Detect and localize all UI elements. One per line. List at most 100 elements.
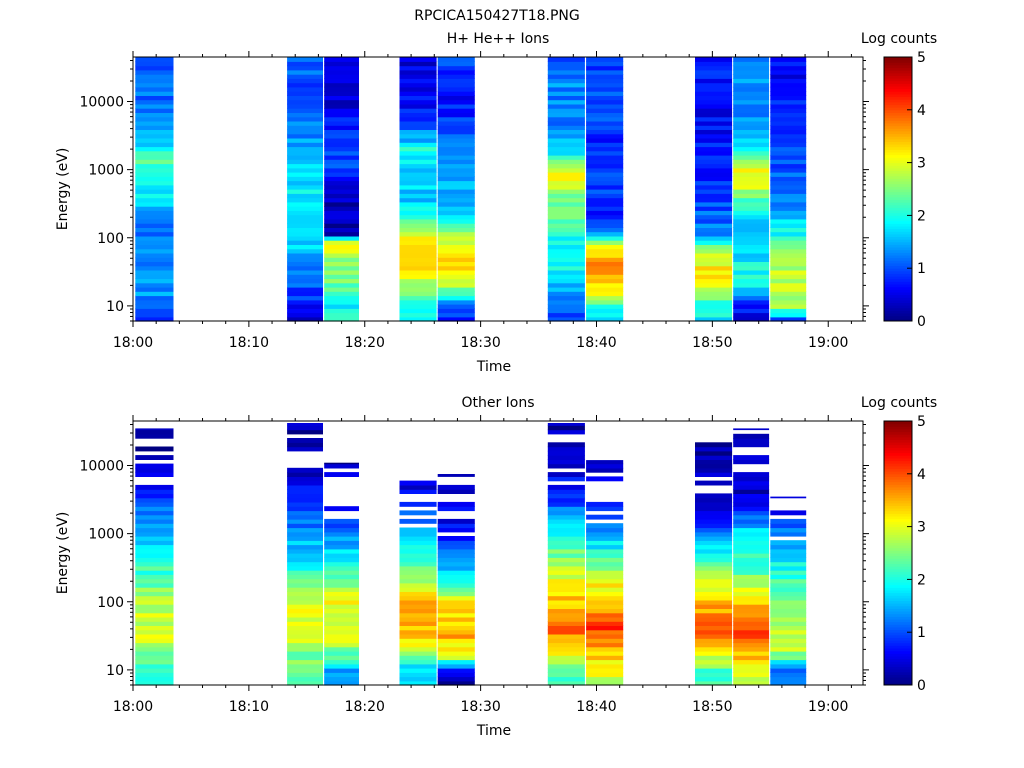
energy-bin [287, 506, 323, 512]
energy-bin [287, 599, 323, 605]
energy-bin [586, 625, 624, 631]
colorbar-swatch [884, 191, 912, 195]
energy-bin [399, 214, 437, 220]
x-tick-label: 18:20 [345, 699, 385, 715]
colorbar-swatch [884, 576, 912, 580]
energy-bin [770, 129, 807, 135]
energy-bin [547, 442, 585, 448]
energy-bin [733, 442, 770, 448]
energy-bin [399, 91, 437, 96]
energy-bin [733, 476, 770, 482]
energy-bin [695, 282, 733, 288]
energy-bin [586, 680, 624, 686]
energy-bin [135, 69, 174, 75]
energy-bin [733, 621, 770, 626]
energy-bin [733, 150, 770, 156]
energy-bin [324, 167, 359, 173]
energy-bin [586, 672, 624, 678]
energy-bin [135, 231, 174, 237]
energy-bin [586, 663, 624, 669]
energy-bin [770, 57, 807, 62]
energy-bin [695, 269, 733, 275]
energy-bin [586, 304, 624, 309]
energy-bin [135, 484, 174, 490]
energy-bin [135, 527, 174, 533]
energy-bin [770, 638, 807, 644]
energy-bin [547, 244, 585, 250]
energy-bin [733, 459, 770, 465]
energy-bin [437, 523, 475, 529]
energy-bin [586, 540, 624, 546]
energy-bin [547, 269, 585, 275]
energy-bin [695, 197, 733, 203]
energy-bin [695, 501, 733, 507]
energy-bin [399, 286, 437, 292]
colorbar-swatch [884, 592, 912, 596]
measurement-interval [733, 428, 770, 686]
energy-bin [547, 78, 585, 84]
measurement-interval [437, 57, 475, 322]
energy-bin [586, 146, 624, 152]
x-axis-label: Time [476, 359, 511, 375]
colorbar-swatch [884, 144, 912, 148]
energy-bin [586, 506, 624, 512]
colorbar-swatch [884, 574, 912, 578]
energy-bin [586, 86, 624, 92]
energy-bin [547, 459, 585, 465]
energy-bin [135, 561, 174, 567]
energy-bin [547, 591, 585, 597]
energy-bin [695, 235, 733, 241]
energy-bin [733, 218, 770, 224]
energy-bin [399, 608, 437, 614]
energy-bin [437, 86, 475, 92]
energy-bin [287, 497, 323, 503]
energy-bin [324, 235, 359, 241]
energy-bin [135, 625, 174, 631]
energy-bin [399, 235, 437, 241]
energy-bin [437, 167, 475, 173]
energy-bin [586, 629, 624, 635]
energy-bin [586, 108, 624, 113]
colorbar-swatch [884, 616, 912, 620]
energy-bin [733, 663, 770, 669]
colorbar-swatch [884, 560, 912, 565]
energy-bin [586, 565, 624, 571]
energy-bin [547, 227, 585, 233]
energy-bin [399, 565, 437, 571]
colorbar-swatch [884, 204, 912, 208]
colorbar-swatch [884, 671, 912, 675]
energy-bin [695, 189, 733, 194]
energy-bin [399, 193, 437, 199]
colorbar-swatch [884, 550, 912, 554]
energy-bin [586, 120, 624, 126]
energy-bin [135, 189, 174, 194]
energy-bin [733, 295, 770, 301]
energy-bin [437, 633, 475, 639]
energy-bin [547, 493, 585, 499]
energy-bin [287, 235, 323, 241]
energy-bin [399, 527, 437, 533]
energy-bin [547, 472, 585, 477]
energy-bin [586, 463, 624, 469]
energy-bin [695, 274, 733, 280]
energy-bin [733, 91, 770, 96]
energy-bin [547, 527, 585, 533]
energy-bin [287, 518, 323, 524]
measurement-interval [287, 423, 323, 686]
energy-bin [399, 99, 437, 105]
energy-bin [287, 99, 323, 105]
colorbar-swatch [884, 658, 912, 662]
energy-bin [324, 176, 359, 182]
energy-bin [324, 214, 359, 220]
energy-bin [437, 261, 475, 267]
energy-bin [135, 227, 174, 233]
energy-bin [733, 278, 770, 284]
energy-bin [135, 578, 174, 584]
colorbar-label: Log counts [861, 31, 937, 47]
energy-bin [733, 240, 770, 245]
energy-bin [437, 210, 475, 216]
energy-bin [324, 227, 359, 233]
energy-bin [586, 74, 624, 79]
energy-bin [399, 244, 437, 250]
energy-bin [547, 295, 585, 301]
